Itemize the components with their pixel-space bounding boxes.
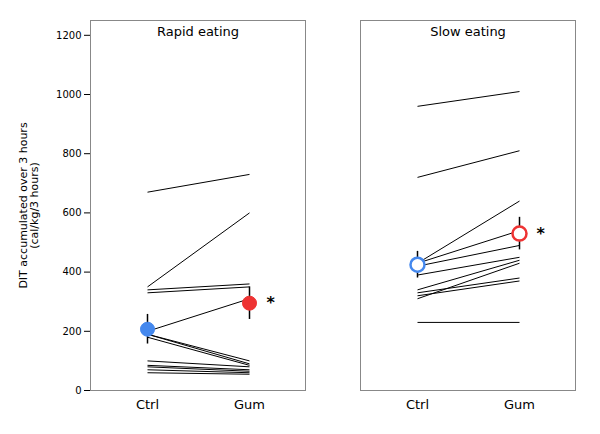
svg-text:*: * <box>537 224 546 243</box>
svg-text:800: 800 <box>62 148 81 159</box>
svg-text:Ctrl: Ctrl <box>136 397 159 412</box>
svg-text:1200: 1200 <box>56 30 81 41</box>
svg-text:0: 0 <box>75 385 81 396</box>
svg-text:400: 400 <box>62 266 81 277</box>
svg-text:*: * <box>267 293 276 312</box>
svg-text:Gum: Gum <box>234 397 265 412</box>
svg-text:Ctrl: Ctrl <box>406 397 429 412</box>
svg-text:1000: 1000 <box>56 89 81 100</box>
svg-text:Rapid eating: Rapid eating <box>157 24 239 39</box>
svg-text:DIT accumulated over 3 hours(c: DIT accumulated over 3 hours(cal/kg/3 ho… <box>17 122 41 288</box>
svg-text:200: 200 <box>62 326 81 337</box>
svg-text:Gum: Gum <box>504 397 535 412</box>
svg-text:Slow eating: Slow eating <box>430 24 506 39</box>
svg-text:600: 600 <box>62 207 81 218</box>
